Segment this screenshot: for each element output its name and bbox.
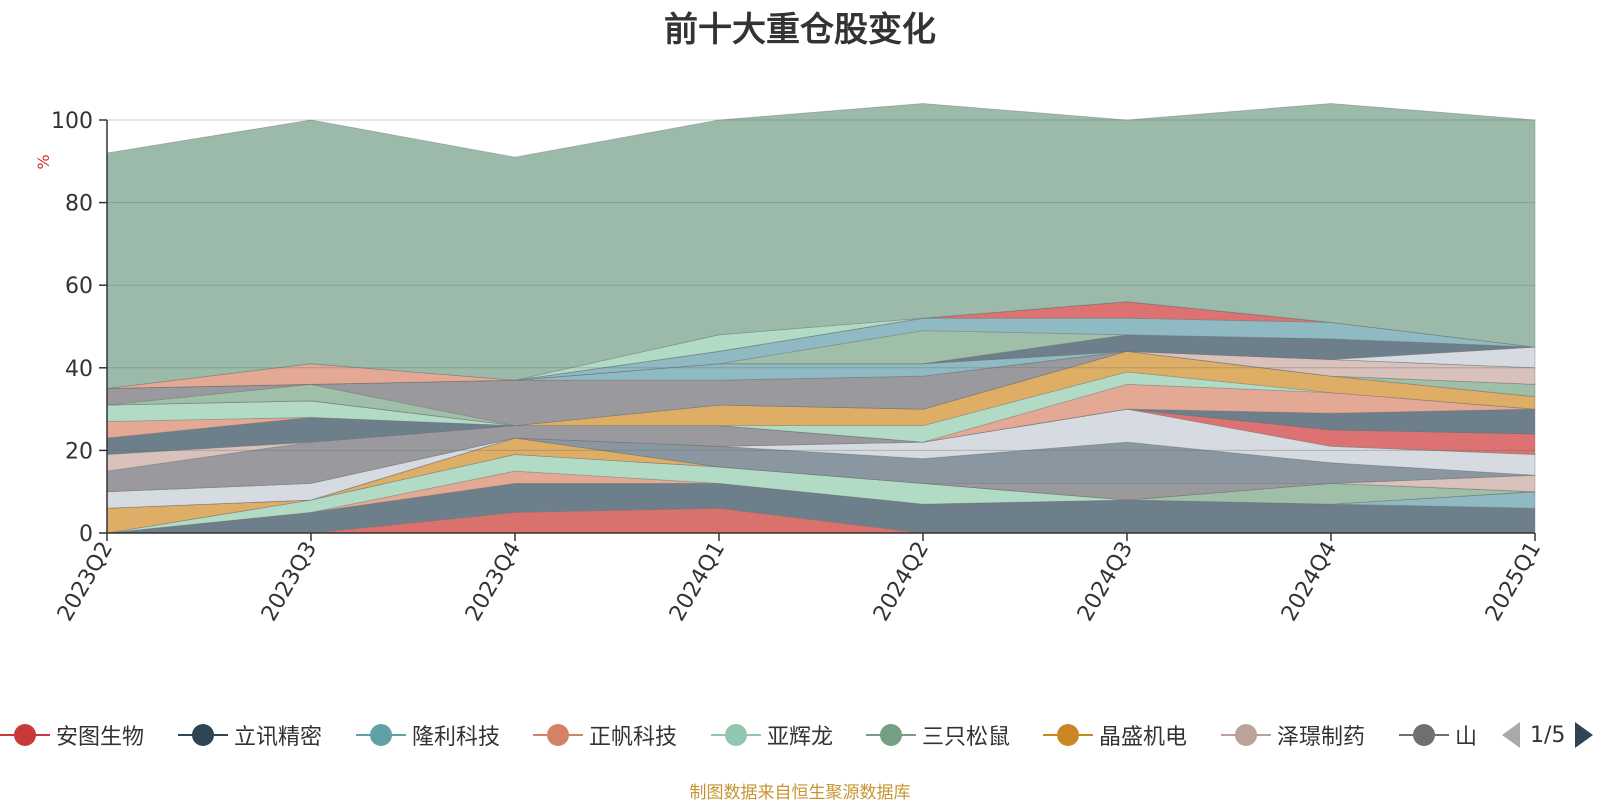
legend-item[interactable]: 山: [1399, 715, 1477, 755]
legend-label: 亚辉龙: [767, 725, 834, 750]
legend-marker-icon: [1399, 724, 1449, 746]
legend: 安图生物 立讯精密 隆利科技 正帆科技 亚辉龙 三只松鼠 晶盛机电 泽璟制药 山 1/5: [0, 715, 1600, 755]
y-tick-label: 60: [65, 274, 93, 299]
chart-title: 前十大重仓股变化: [664, 10, 936, 50]
area-series-7: [106, 437, 1536, 509]
legend-marker-icon: [866, 724, 916, 746]
legend-marker-icon: [533, 724, 583, 746]
x-tick-label: 2025Q1: [1481, 538, 1546, 626]
y-tick-label: 80: [65, 192, 93, 217]
legend-label: 泽璟制药: [1277, 725, 1366, 750]
legend-marker-icon: [0, 724, 50, 746]
legend-marker-icon: [356, 724, 406, 746]
legend-label: 隆利科技: [412, 725, 501, 750]
y-tick-label: 20: [65, 439, 93, 464]
stacked-areas: [106, 103, 1536, 534]
legend-marker-icon: [1043, 724, 1093, 746]
legend-item[interactable]: 亚辉龙: [711, 715, 833, 755]
legend-item[interactable]: 安图生物: [0, 715, 144, 755]
legend-marker-icon: [178, 724, 228, 746]
y-tick-label: 100: [51, 109, 93, 134]
legend-items: 安图生物 立讯精密 隆利科技 正帆科技 亚辉龙 三只松鼠 晶盛机电 泽璟制药 山: [0, 715, 1482, 755]
legend-item[interactable]: 隆利科技: [356, 715, 500, 755]
y-axis-label: %: [34, 154, 53, 169]
prev-page-icon[interactable]: [1500, 720, 1522, 750]
legend-page-indicator: 1/5: [1530, 722, 1566, 748]
x-tick-label: 2024Q4: [1277, 538, 1342, 626]
chart-plot: 0 20 40 60 80 100% 2023Q2 2023Q3 2023Q4 2024Q1 202…: [34, 103, 1546, 626]
y-tick-label: 40: [65, 357, 93, 382]
next-page-icon[interactable]: [1573, 720, 1595, 750]
legend-label: 晶盛机电: [1099, 725, 1188, 750]
legend-item[interactable]: 正帆科技: [533, 715, 677, 755]
legend-item[interactable]: 泽璟制药: [1221, 715, 1365, 755]
legend-pager: 1/5: [1500, 715, 1595, 755]
y-tick-label: 0: [79, 522, 93, 547]
legend-label: 安图生物: [56, 725, 145, 750]
footer-source: 制图数据来自恒生聚源数据库: [689, 783, 911, 803]
x-tick-label: 2024Q1: [665, 538, 730, 626]
legend-marker-icon: [711, 724, 761, 746]
legend-item[interactable]: 晶盛机电: [1043, 715, 1187, 755]
x-tick-label: 2023Q4: [461, 538, 526, 626]
legend-marker-icon: [1221, 724, 1271, 746]
legend-label: 三只松鼠: [922, 725, 1011, 750]
x-tick-label: 2024Q2: [869, 538, 934, 626]
x-tick-label: 2023Q3: [257, 538, 322, 626]
x-tick-label: 2024Q3: [1073, 538, 1138, 626]
legend-item[interactable]: 立讯精密: [178, 715, 322, 755]
legend-label: 正帆科技: [589, 725, 678, 750]
legend-item[interactable]: 三只松鼠: [866, 715, 1010, 755]
x-tick-label: 2023Q2: [53, 538, 118, 626]
legend-label: 立讯精密: [234, 725, 323, 750]
legend-label: 山: [1455, 725, 1478, 750]
area-series-30: [106, 103, 1536, 389]
